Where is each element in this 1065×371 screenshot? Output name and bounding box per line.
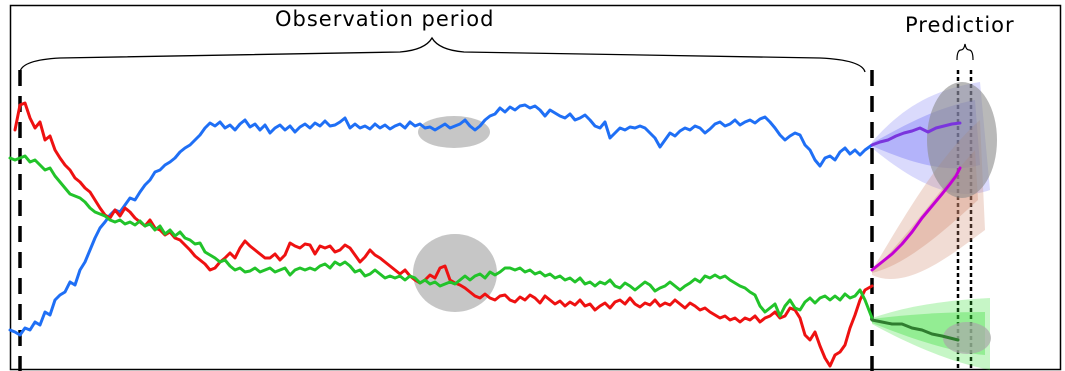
prediction-brace (956, 43, 974, 61)
highlight-crossing (413, 234, 497, 312)
observation-brace (19, 36, 866, 73)
highlight-prediction-top (927, 82, 997, 198)
green-trajectory (8, 154, 874, 320)
predicted-trajectories (870, 121, 962, 342)
highlight-prediction-bottom (943, 322, 991, 354)
highlight-blue-mid (418, 116, 490, 148)
prediction-label: Predictior (905, 13, 1015, 37)
predicted-blue-trajectory (870, 121, 962, 147)
predicted-green-trajectory (870, 318, 960, 342)
predicted-red-trajectory (870, 166, 962, 272)
observation-period-label: Observation period (275, 7, 494, 31)
highlight-regions (413, 82, 997, 354)
observed-trajectories (8, 101, 874, 368)
figure-border (9, 4, 1062, 371)
blue-trajectory (8, 103, 874, 337)
